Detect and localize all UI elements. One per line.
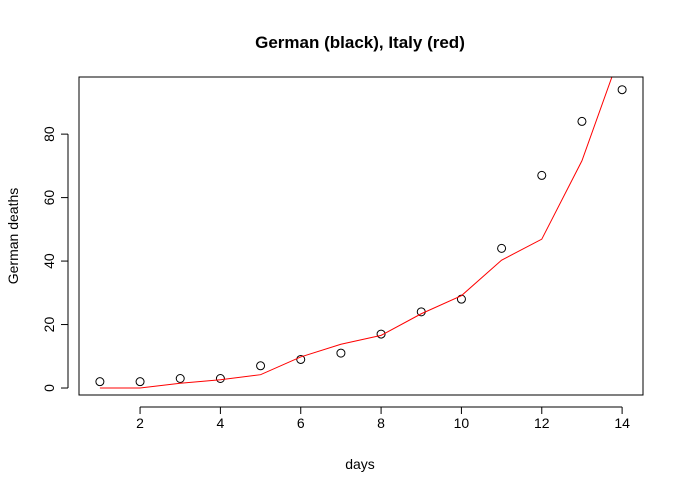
- data-point: [296, 354, 306, 364]
- x-axis-label: days: [345, 456, 375, 472]
- data-point: [336, 348, 346, 358]
- data-point: [416, 307, 426, 317]
- data-point: [497, 243, 507, 253]
- data-point: [135, 377, 145, 387]
- x-axis: 2 4 6 8 10 12 14: [136, 406, 630, 431]
- data-point: [456, 294, 466, 304]
- data-point: [376, 329, 386, 339]
- y-tick-label: 80: [41, 126, 57, 142]
- x-tick-label: 2: [136, 415, 144, 431]
- data-point: [175, 373, 185, 383]
- y-tick-label: 40: [41, 253, 57, 269]
- data-point: [577, 116, 587, 126]
- series-line: [99, 77, 613, 389]
- x-tick-label: 6: [297, 415, 305, 431]
- x-tick-label: 12: [534, 415, 550, 431]
- chart-title: German (black), Italy (red): [255, 33, 465, 52]
- data-point: [256, 361, 266, 371]
- x-tick-label: 8: [377, 415, 385, 431]
- plot-frame: [78, 76, 644, 396]
- x-tick-label: 14: [614, 415, 630, 431]
- data-point: [215, 373, 225, 383]
- data-point: [537, 170, 547, 180]
- x-tick-label: 10: [454, 415, 470, 431]
- data-point: [617, 85, 627, 95]
- y-tick-label: 20: [41, 317, 57, 333]
- data-point: [95, 377, 105, 387]
- y-axis-label: German deaths: [5, 188, 21, 285]
- plot-area: [95, 77, 627, 389]
- y-tick-label: 60: [41, 190, 57, 206]
- x-tick-label: 4: [217, 415, 225, 431]
- y-tick-label: 0: [41, 384, 57, 392]
- y-axis: 0 20 40 60 80: [41, 126, 69, 392]
